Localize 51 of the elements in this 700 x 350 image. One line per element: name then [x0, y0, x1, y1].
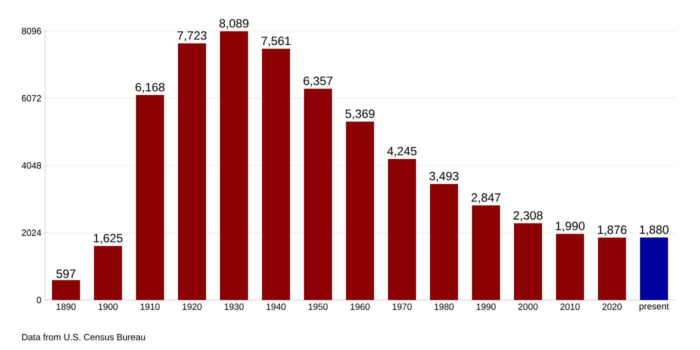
- text: Data from U.S. Census Bureau: [22, 334, 145, 340]
- bar: [430, 184, 458, 300]
- x-tick-label: 2020: [602, 304, 622, 310]
- bar: [346, 122, 374, 300]
- bar: [52, 280, 80, 300]
- x-tick-label: 1930: [224, 304, 244, 310]
- bar: [556, 234, 584, 300]
- bar: [640, 238, 668, 300]
- data-label: 1,625: [94, 234, 123, 244]
- x-tick-label: 2000: [518, 304, 538, 310]
- x-tick-label: 1980: [434, 304, 454, 310]
- bar: [220, 31, 248, 300]
- data-label: 6,357: [304, 76, 332, 87]
- x-tick-label: 2010: [560, 304, 580, 310]
- x-tick-label: 1920: [182, 304, 202, 310]
- data-label: 2,847: [472, 193, 500, 204]
- x-tick-label: 1990: [476, 304, 496, 310]
- bar: [304, 88, 332, 300]
- x-tick-label: 1960: [350, 304, 370, 310]
- x-tick-label: 1890: [56, 304, 76, 310]
- bar: [94, 246, 122, 300]
- data-label: 1,880: [640, 225, 669, 236]
- data-label: 7,561: [262, 36, 290, 47]
- data-label: 1,876: [598, 226, 626, 236]
- data-label: 6,168: [136, 82, 164, 93]
- data-label: 7,723: [178, 31, 206, 42]
- x-tick-label: 1910: [140, 304, 160, 310]
- bar: [136, 95, 164, 300]
- y-tick-label: 8096: [22, 28, 42, 34]
- bar: [262, 48, 290, 300]
- x-tick-label: 1900: [98, 304, 118, 310]
- x-tick-label: present: [640, 304, 669, 312]
- bar: [472, 205, 500, 300]
- x-tick-label: 1940: [266, 304, 286, 310]
- data-label: 8,089: [220, 19, 248, 30]
- bar: [388, 158, 416, 300]
- data-label: 3,493: [429, 172, 458, 182]
- data-label: 5,369: [345, 109, 374, 120]
- data-label: 4,245: [387, 146, 417, 157]
- data-label: 1,990: [556, 222, 585, 232]
- y-tick-label: 6072: [22, 95, 42, 102]
- y-tick-label: 0: [36, 296, 42, 304]
- data-label: 2,308: [514, 211, 542, 222]
- bar: [178, 43, 206, 300]
- bar: [514, 223, 542, 300]
- data-label: 597: [56, 269, 76, 278]
- bar: [598, 238, 626, 300]
- x-tick-label: 1970: [392, 304, 412, 310]
- x-tick-label: 1950: [308, 304, 328, 310]
- y-tick-label: 4048: [22, 162, 42, 169]
- y-tick-label: 2024: [22, 230, 42, 236]
